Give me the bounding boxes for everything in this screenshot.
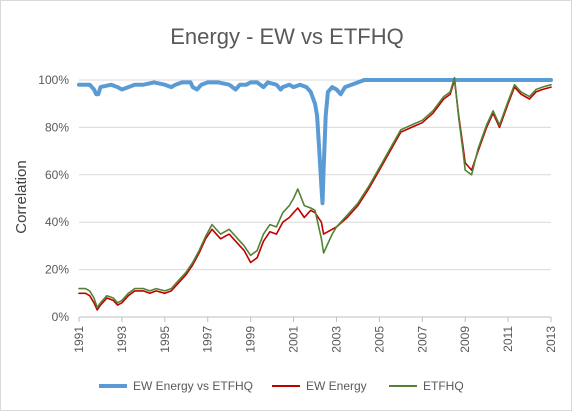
chart-title: Energy - EW vs ETFHQ (170, 24, 403, 49)
x-tick-label: 1997 (201, 326, 215, 353)
series-line-1 (77, 78, 553, 206)
y-tick-label: 60% (45, 168, 69, 182)
x-tick-label: 2001 (287, 326, 301, 353)
y-tick-labels: 0% 20% 40% 60% 80% 100% (38, 73, 69, 324)
legend: EW Energy vs ETFHQ EW Energy ETFHQ (99, 379, 464, 393)
x-tick-label: 2007 (415, 326, 429, 353)
x-tick-labels: 1991 1993 1995 1997 1999 2001 2003 2005 2007 2009… (72, 317, 558, 353)
y-tick-label: 80% (45, 120, 69, 134)
x-tick-label: 2009 (458, 326, 472, 353)
y-tick-label: 40% (45, 215, 69, 229)
legend-label: ETFHQ (423, 379, 464, 393)
x-tick-label: 2011 (501, 326, 515, 352)
x-tick-label: 1993 (115, 326, 129, 353)
y-tick-label: 20% (45, 263, 69, 277)
x-tick-label: 1999 (244, 326, 258, 353)
series-lines (77, 76, 553, 311)
x-tick-label: 2005 (372, 326, 386, 353)
legend-label: EW Energy vs ETFHQ (133, 379, 253, 393)
x-tick-label: 1991 (72, 326, 86, 353)
y-tick-label: 100% (38, 73, 69, 87)
grid-lines (79, 79, 551, 318)
x-tick-label: 1995 (158, 326, 172, 353)
x-tick-label: 2013 (544, 326, 558, 353)
series-line-3 (78, 76, 552, 309)
x-tick-label: 2003 (329, 326, 343, 353)
y-axis-label: Correlation (13, 160, 30, 233)
series-line-2 (78, 79, 552, 311)
y-tick-label: 0% (52, 310, 70, 324)
legend-label: EW Energy (306, 379, 367, 393)
